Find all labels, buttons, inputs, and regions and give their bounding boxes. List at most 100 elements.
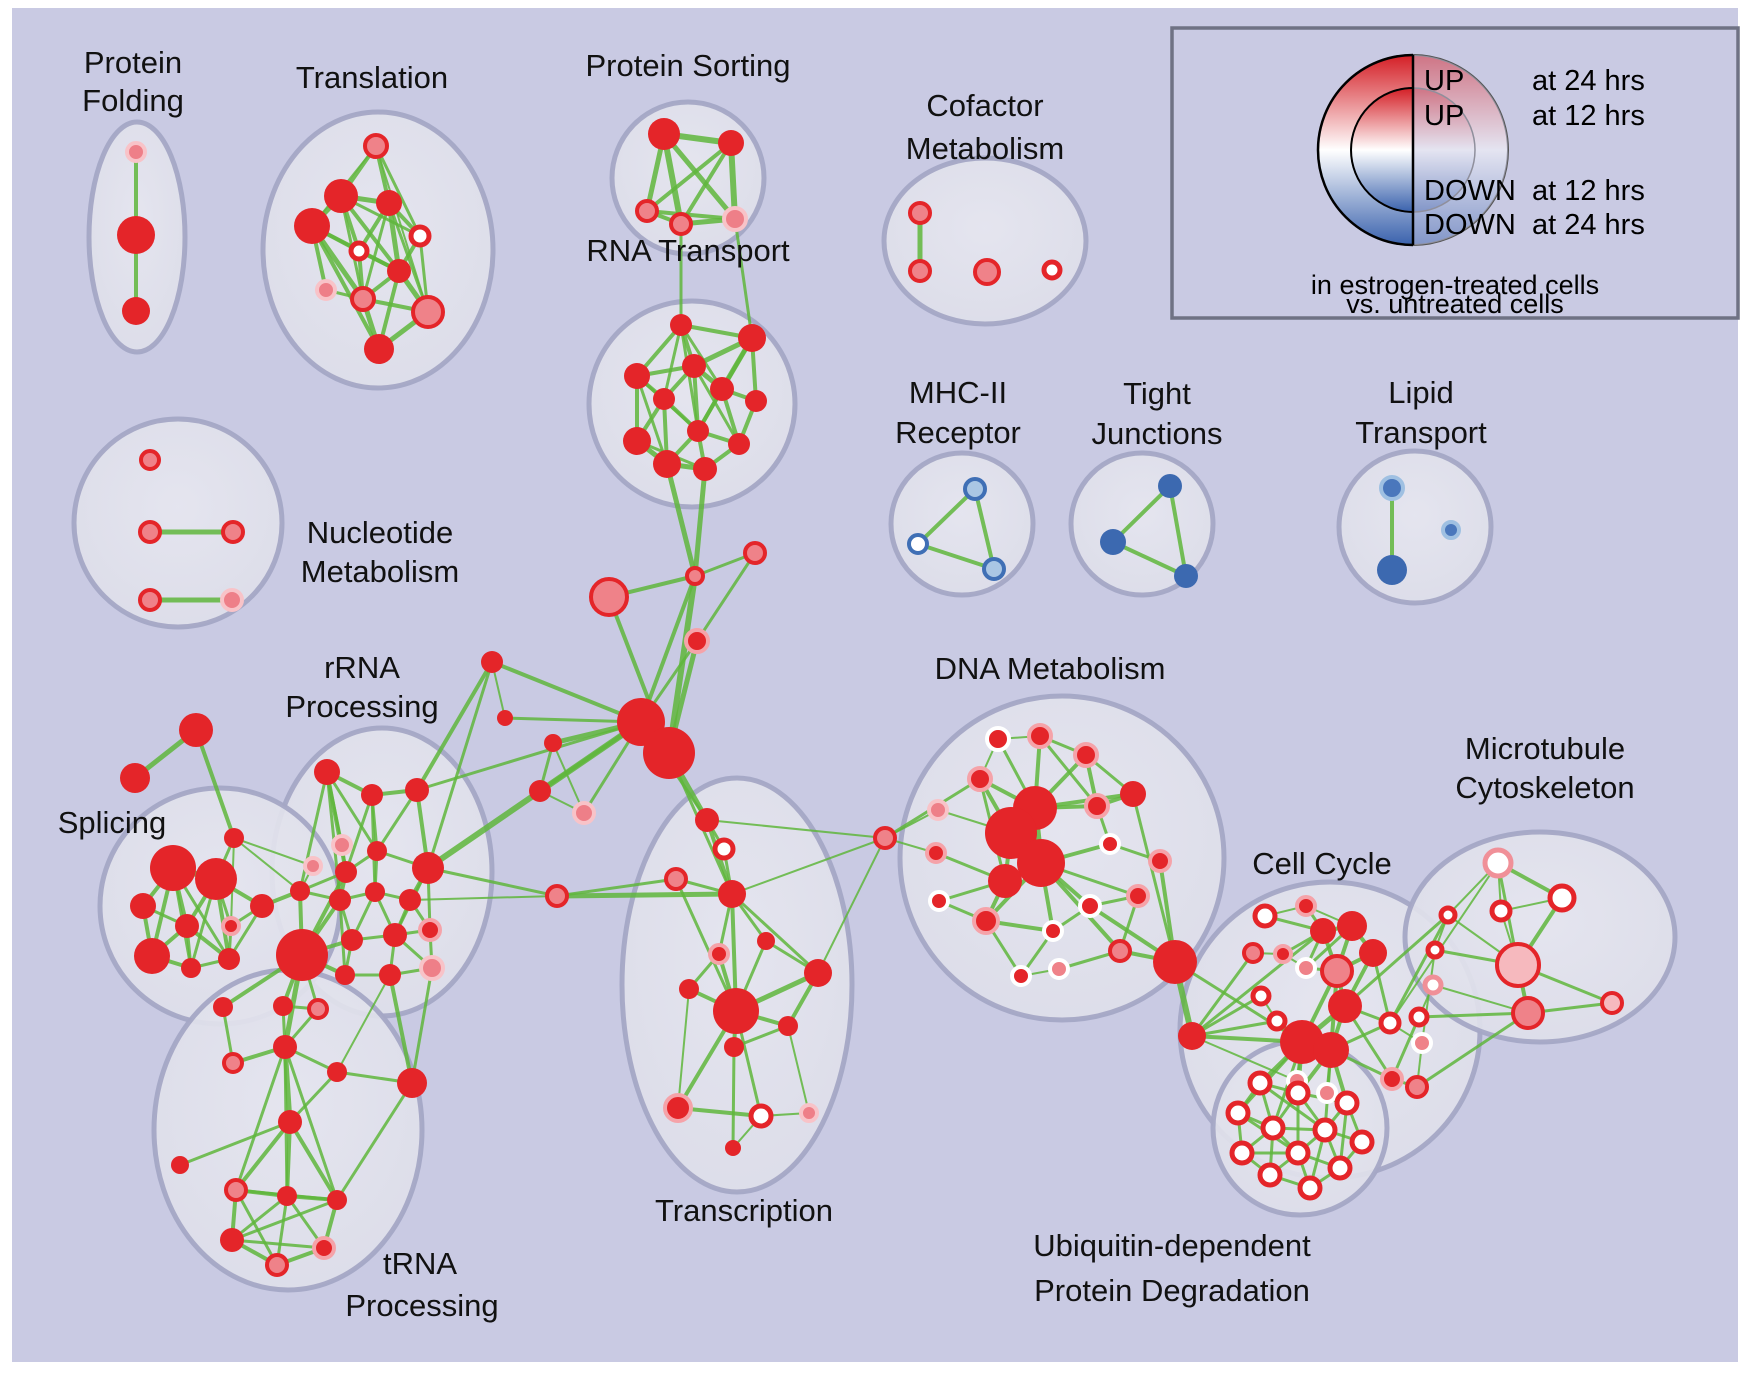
edge: [674, 877, 738, 1013]
gene-set-node: [1316, 1082, 1338, 1104]
gene-set-node: [250, 894, 274, 918]
edge: [692, 466, 708, 579]
gene-set-node: [653, 450, 681, 478]
edge: [234, 1045, 287, 1192]
edge: [230, 1198, 339, 1242]
gene-set-node: [408, 224, 432, 248]
gene-set-node: [589, 577, 629, 617]
gene-set-node: [972, 907, 1000, 935]
gene-set-node: [1042, 920, 1064, 942]
edge: [288, 1120, 339, 1202]
cluster-label-cofactor-metabolism: Metabolism: [906, 131, 1065, 166]
gene-set-node: [221, 916, 241, 936]
edge: [1168, 484, 1188, 578]
gene-set-node: [1017, 839, 1065, 887]
gene-set-node: [1547, 883, 1577, 913]
edge: [283, 1045, 339, 1202]
gene-set-node: [663, 1093, 693, 1123]
legend-direction-label: DOWN: [1424, 209, 1516, 241]
gene-set-node: [117, 216, 155, 254]
gene-set-node: [713, 988, 759, 1034]
cluster-label-protein-folding: Protein: [84, 45, 182, 80]
gene-set-node: [1379, 475, 1405, 501]
gene-set-node: [1349, 1129, 1375, 1155]
edge: [555, 877, 678, 898]
gene-set-node: [497, 710, 513, 726]
gene-set-node: [985, 807, 1037, 859]
cluster-label-splicing: Splicing: [58, 805, 167, 840]
gene-set-node: [224, 828, 244, 848]
gene-set-node: [1225, 1100, 1251, 1126]
edge: [230, 1238, 326, 1250]
cluster-label-protein-folding: Folding: [82, 83, 184, 118]
cluster-label-mhc-ii-receptor: MHC-II: [909, 375, 1007, 410]
gene-set-node: [1359, 939, 1387, 967]
gene-set-node: [1489, 899, 1513, 923]
cluster-label-trna-processing: tRNA: [383, 1246, 457, 1281]
gene-set-node: [1148, 849, 1172, 873]
cluster-mhc-ii-receptor: [888, 450, 1036, 598]
gene-set-node: [1422, 974, 1444, 996]
gene-set-node: [544, 734, 562, 752]
gene-set-node: [718, 130, 744, 156]
edge: [1415, 1011, 1530, 1089]
gene-set-node: [1174, 564, 1198, 588]
legend-direction-label: DOWN: [1424, 175, 1516, 207]
gene-set-node: [967, 766, 993, 792]
gene-set-node: [1297, 1175, 1323, 1201]
gene-set-node: [708, 943, 730, 965]
gene-set-node: [1027, 723, 1053, 749]
gene-set-node: [982, 557, 1006, 581]
cluster-label-translation: Translation: [296, 60, 448, 95]
edge: [661, 131, 738, 222]
gene-set-node: [265, 1253, 289, 1277]
gene-set-node: [1495, 942, 1541, 988]
gene-set-node: [635, 199, 659, 223]
cluster-label-transcription: Transcription: [655, 1193, 833, 1228]
gene-set-node: [695, 808, 719, 832]
edge: [1190, 1019, 1279, 1038]
gene-set-node: [125, 141, 147, 163]
gene-set-node: [364, 334, 394, 364]
gene-set-node: [643, 727, 695, 779]
gene-set-node: [387, 259, 411, 283]
edge: [1388, 913, 1450, 1025]
edge: [552, 742, 585, 814]
legend-outer-left-arc: [1316, 53, 1414, 247]
edge: [1389, 862, 1499, 1024]
gene-set-node: [685, 566, 705, 586]
gene-set-node: [312, 1236, 336, 1260]
gene-set-node: [1158, 474, 1182, 498]
legend-time-label: at 24 hrs: [1532, 209, 1645, 241]
edge: [374, 144, 422, 238]
gene-set-node: [1084, 793, 1110, 819]
gene-set-node: [908, 201, 932, 225]
gene-set-node: [195, 858, 237, 900]
edge: [410, 966, 434, 1085]
gene-set-node: [529, 780, 551, 802]
gene-set-node: [1120, 781, 1146, 807]
gene-set-node: [213, 997, 233, 1017]
gene-set-node: [648, 118, 680, 150]
gene-set-node: [1041, 259, 1063, 281]
legend-time-label: at 24 hrs: [1532, 65, 1645, 97]
legend-time-label: at 12 hrs: [1532, 100, 1645, 132]
gene-set-node: [335, 861, 357, 883]
gene-set-node: [363, 133, 389, 159]
gene-set-node: [331, 834, 353, 856]
edge: [234, 1188, 279, 1267]
gene-set-node: [757, 932, 775, 950]
gene-set-node: [925, 842, 947, 864]
cluster-label-microtubule-cytoskeleton: Cytoskeleton: [1455, 770, 1634, 805]
gene-set-node: [684, 628, 710, 654]
cluster-label-lipid-transport: Transport: [1355, 415, 1487, 450]
gene-set-node: [376, 190, 402, 216]
gene-set-node: [1257, 1162, 1283, 1188]
gene-set-node: [278, 1110, 302, 1134]
gene-set-node: [341, 929, 363, 951]
gene-set-node: [623, 427, 651, 455]
gene-set-node: [1511, 996, 1545, 1030]
gene-set-node: [224, 1178, 248, 1202]
gene-set-node: [1273, 944, 1293, 964]
